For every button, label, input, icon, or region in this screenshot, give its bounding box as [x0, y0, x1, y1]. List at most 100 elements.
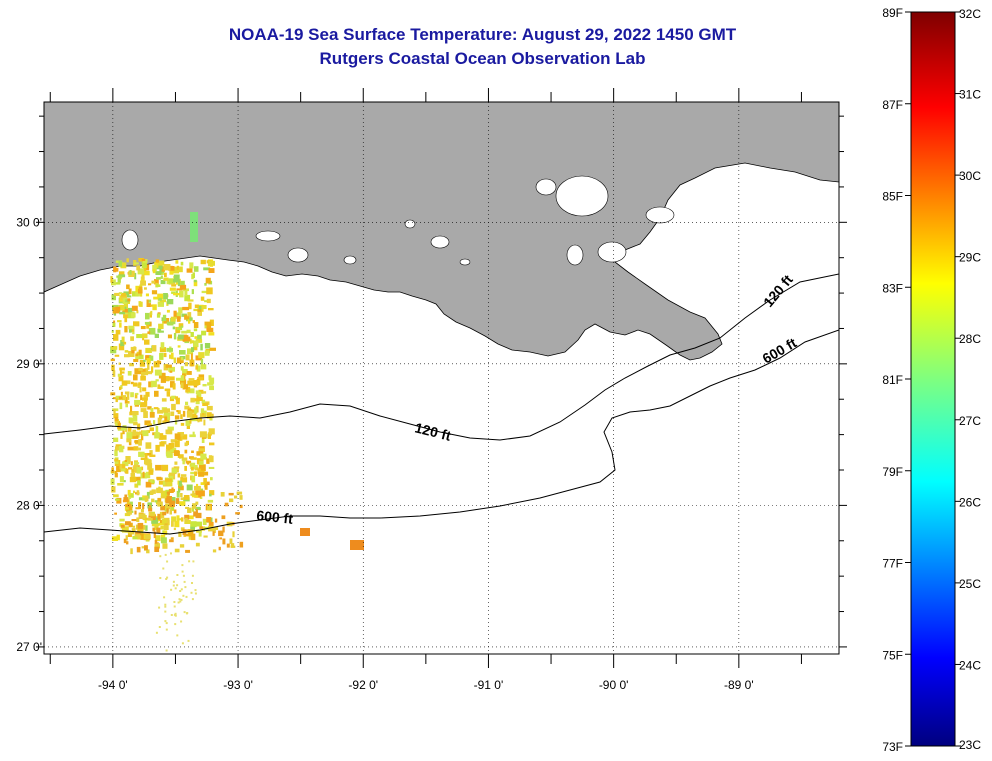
- sst-pixel: [197, 334, 202, 340]
- sst-pixel: [171, 521, 174, 527]
- sst-pixel: [127, 426, 132, 432]
- sst-pixel: [154, 333, 159, 338]
- sst-pixel: [169, 268, 174, 275]
- sst-pixel: [168, 376, 175, 381]
- sst-pixel: [174, 461, 178, 465]
- sst-pixel: [122, 461, 129, 467]
- sst-pixel: [140, 466, 144, 471]
- sst-pixel: [209, 385, 214, 391]
- sst-pixel: [181, 570, 184, 573]
- sst-pixel: [180, 588, 183, 591]
- sst-pixel: [116, 465, 121, 473]
- sst-pixel: [204, 321, 212, 326]
- sst-pixel: [171, 403, 176, 411]
- sst-pixel: [156, 284, 161, 287]
- sst-pixel: [184, 449, 188, 454]
- sst-pixel: [209, 377, 215, 384]
- sst-pixel: [155, 464, 162, 471]
- sst-pixel: [202, 413, 205, 416]
- sst-pixel: [187, 312, 192, 318]
- sst-pixel: [197, 309, 202, 312]
- sst-pixel: [199, 431, 207, 438]
- sst-pixel: [196, 391, 202, 399]
- sst-pixel: [158, 480, 164, 485]
- sst-pixel: [160, 496, 166, 499]
- sst-pixel: [136, 546, 141, 553]
- sst-pixel: [171, 284, 177, 287]
- sst-pixel: [188, 317, 191, 324]
- sst-pixel: [112, 397, 118, 400]
- sst-pixel: [111, 536, 118, 541]
- sst-pixel: [142, 397, 148, 401]
- sst-pixel: [202, 384, 207, 387]
- sst-pixel: [125, 299, 128, 303]
- sst-pixel: [187, 515, 194, 520]
- sst-pixel: [173, 333, 177, 340]
- sst-pixel: [160, 342, 165, 349]
- axis-ticks: -94 0' -93 0' -92 0' -91 0' -90 0' -89 0' 30 0…: [16, 88, 847, 692]
- sst-pixel: [206, 458, 210, 464]
- sst-pixel: [204, 283, 207, 286]
- sst-pixel: [144, 368, 149, 376]
- sst-pixel: [196, 395, 199, 400]
- sst-pixel: [163, 408, 170, 413]
- sst-pixel: [127, 446, 134, 451]
- sst-pixel: [198, 464, 206, 472]
- sst-pixel: [144, 399, 148, 407]
- sst-pixel: [163, 293, 168, 300]
- lake: [121, 229, 139, 251]
- sst-pixel: [160, 280, 166, 285]
- sst-pixel: [196, 365, 201, 372]
- sst-pixel: [110, 358, 115, 362]
- sst-pixel: [190, 533, 196, 541]
- sst-pixel: [126, 432, 133, 440]
- sst-pixel: [127, 371, 132, 376]
- sst-pixel: [140, 457, 148, 460]
- sst-pixel: [140, 408, 147, 413]
- sst-pixel: [113, 334, 119, 341]
- sst-pixel: [190, 466, 194, 471]
- sst-pixel: [120, 468, 126, 472]
- sst-pixel: [135, 476, 141, 481]
- sst-pixel: [139, 387, 142, 393]
- lake: [343, 255, 357, 265]
- sst-pixel: [118, 362, 121, 365]
- sst-pixel: [147, 331, 151, 334]
- sst-pixel: [184, 442, 188, 447]
- sst-pixel: [133, 262, 139, 265]
- sst-pixel: [120, 391, 123, 398]
- sst-pixel: [187, 388, 195, 394]
- sst-pixel: [163, 318, 170, 324]
- sst-pixel: [154, 543, 158, 547]
- sst-pixel: [145, 391, 150, 397]
- sst-pixel: [138, 382, 142, 386]
- sst-pixel: [169, 287, 176, 291]
- sst-pixel: [139, 431, 144, 435]
- sst-pixel: [120, 262, 127, 269]
- sst-pixel: [136, 351, 140, 355]
- sst-pixel: [135, 524, 139, 530]
- sst-pixel: [151, 290, 158, 295]
- sst-pixel: [192, 320, 195, 324]
- sst-pixel: [190, 212, 198, 242]
- sst-pixel: [179, 600, 182, 603]
- sst-pixel: [195, 390, 200, 394]
- sst-pixel: [171, 516, 177, 522]
- sst-pixel: [193, 380, 199, 386]
- sst-pixel: [161, 518, 167, 525]
- lake: [535, 178, 557, 196]
- sst-pixel: [191, 475, 196, 483]
- sst-pixel: [145, 355, 152, 361]
- sst-pixel: [140, 509, 144, 513]
- sst-pixel: [198, 460, 204, 465]
- sst-pixel: [170, 614, 173, 616]
- sst-pixel: [122, 425, 127, 431]
- sst-pixel: [178, 323, 184, 328]
- sst-pixel: [198, 352, 205, 359]
- sst-pixel: [117, 320, 122, 323]
- sst-pixel: [181, 434, 188, 440]
- sst-pixel: [195, 506, 201, 511]
- sst-pixel: [193, 398, 200, 402]
- sst-pixel: [220, 492, 225, 497]
- sst-pixel: [195, 399, 200, 405]
